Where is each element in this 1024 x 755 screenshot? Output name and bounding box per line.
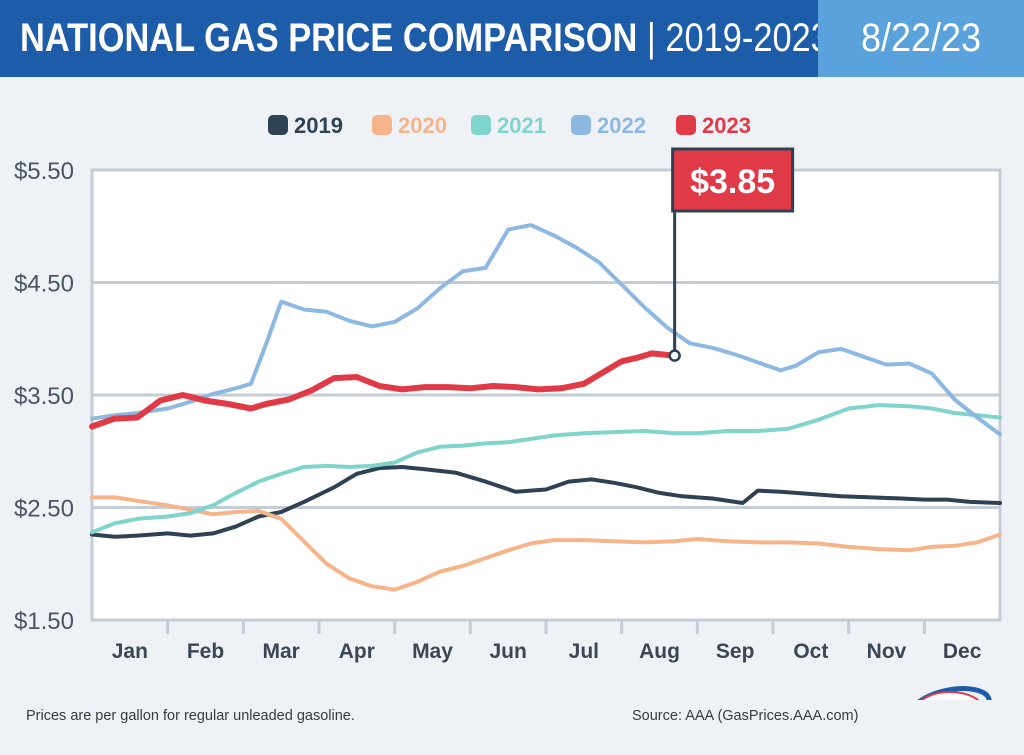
legend-swatch-2020 xyxy=(372,115,392,135)
x-tick-label: Apr xyxy=(339,640,375,663)
legend-swatch-2021 xyxy=(471,115,491,135)
date-label: 8/22/23 xyxy=(860,16,982,60)
x-tick-label: May xyxy=(412,640,453,663)
chart-title: NATIONAL GAS PRICE COMPARISON | 2019-202… xyxy=(20,16,830,61)
y-tick-label: $2.50 xyxy=(14,496,74,523)
source-note: Source: AAA (GasPrices.AAA.com) xyxy=(632,708,859,724)
aaa-logo-ring xyxy=(908,686,992,700)
date-box: 8/22/23 xyxy=(818,0,1024,77)
legend-swatch-2023 xyxy=(676,115,696,135)
x-tick-label: Dec xyxy=(943,640,982,663)
callout-label: $3.85 xyxy=(690,163,775,201)
y-tick-label: $1.50 xyxy=(14,608,74,635)
x-tick-label: Jul xyxy=(569,640,599,663)
series-line-2023 xyxy=(89,350,678,430)
legend-label-2023: 2023 xyxy=(702,113,751,138)
callout-marker xyxy=(668,349,681,362)
title-separator: | xyxy=(646,16,656,60)
title-bar: NATIONAL GAS PRICE COMPARISON | 2019-202… xyxy=(0,0,830,77)
aaa-logo-text: AAA xyxy=(926,696,972,700)
callout-box xyxy=(671,147,795,213)
y-tick-label: $5.50 xyxy=(14,158,74,185)
legend-swatch-2019 xyxy=(268,115,288,135)
x-tick-label: Sep xyxy=(716,640,755,663)
title-years: 2019-2023 xyxy=(665,16,830,60)
header: NATIONAL GAS PRICE COMPARISON | 2019-202… xyxy=(0,0,1024,77)
x-tick-label: Feb xyxy=(187,640,224,663)
x-tick-label: Jan xyxy=(112,640,148,663)
legend-label-2021: 2021 xyxy=(497,113,546,138)
series-line-2020 xyxy=(90,495,1002,592)
x-tick-label: Aug xyxy=(639,640,680,663)
y-tick-label: $4.50 xyxy=(14,271,74,298)
footnote: Prices are per gallon for regular unlead… xyxy=(26,708,355,724)
x-tick-label: Jun xyxy=(489,640,526,663)
x-tick-label: Mar xyxy=(262,640,299,663)
title-main: NATIONAL GAS PRICE COMPARISON xyxy=(20,16,638,60)
x-tick-label: Oct xyxy=(793,640,828,663)
series-line-2021 xyxy=(90,403,1002,535)
legend-label-2020: 2020 xyxy=(398,113,447,138)
series-line-2019 xyxy=(90,465,1002,539)
x-tick-label: Nov xyxy=(867,640,907,663)
chart: $1.50 $2.50 $3.50 $4.50 $5.50 Jan Feb Mar Apr May… xyxy=(14,113,1002,700)
legend-label-2019: 2019 xyxy=(294,113,343,138)
legend-label-2022: 2022 xyxy=(597,113,646,138)
aaa-logo-oval xyxy=(920,691,980,700)
y-tick-label: $3.50 xyxy=(14,383,74,410)
legend-swatch-2022 xyxy=(571,115,591,135)
series-line-2022 xyxy=(90,223,1002,437)
